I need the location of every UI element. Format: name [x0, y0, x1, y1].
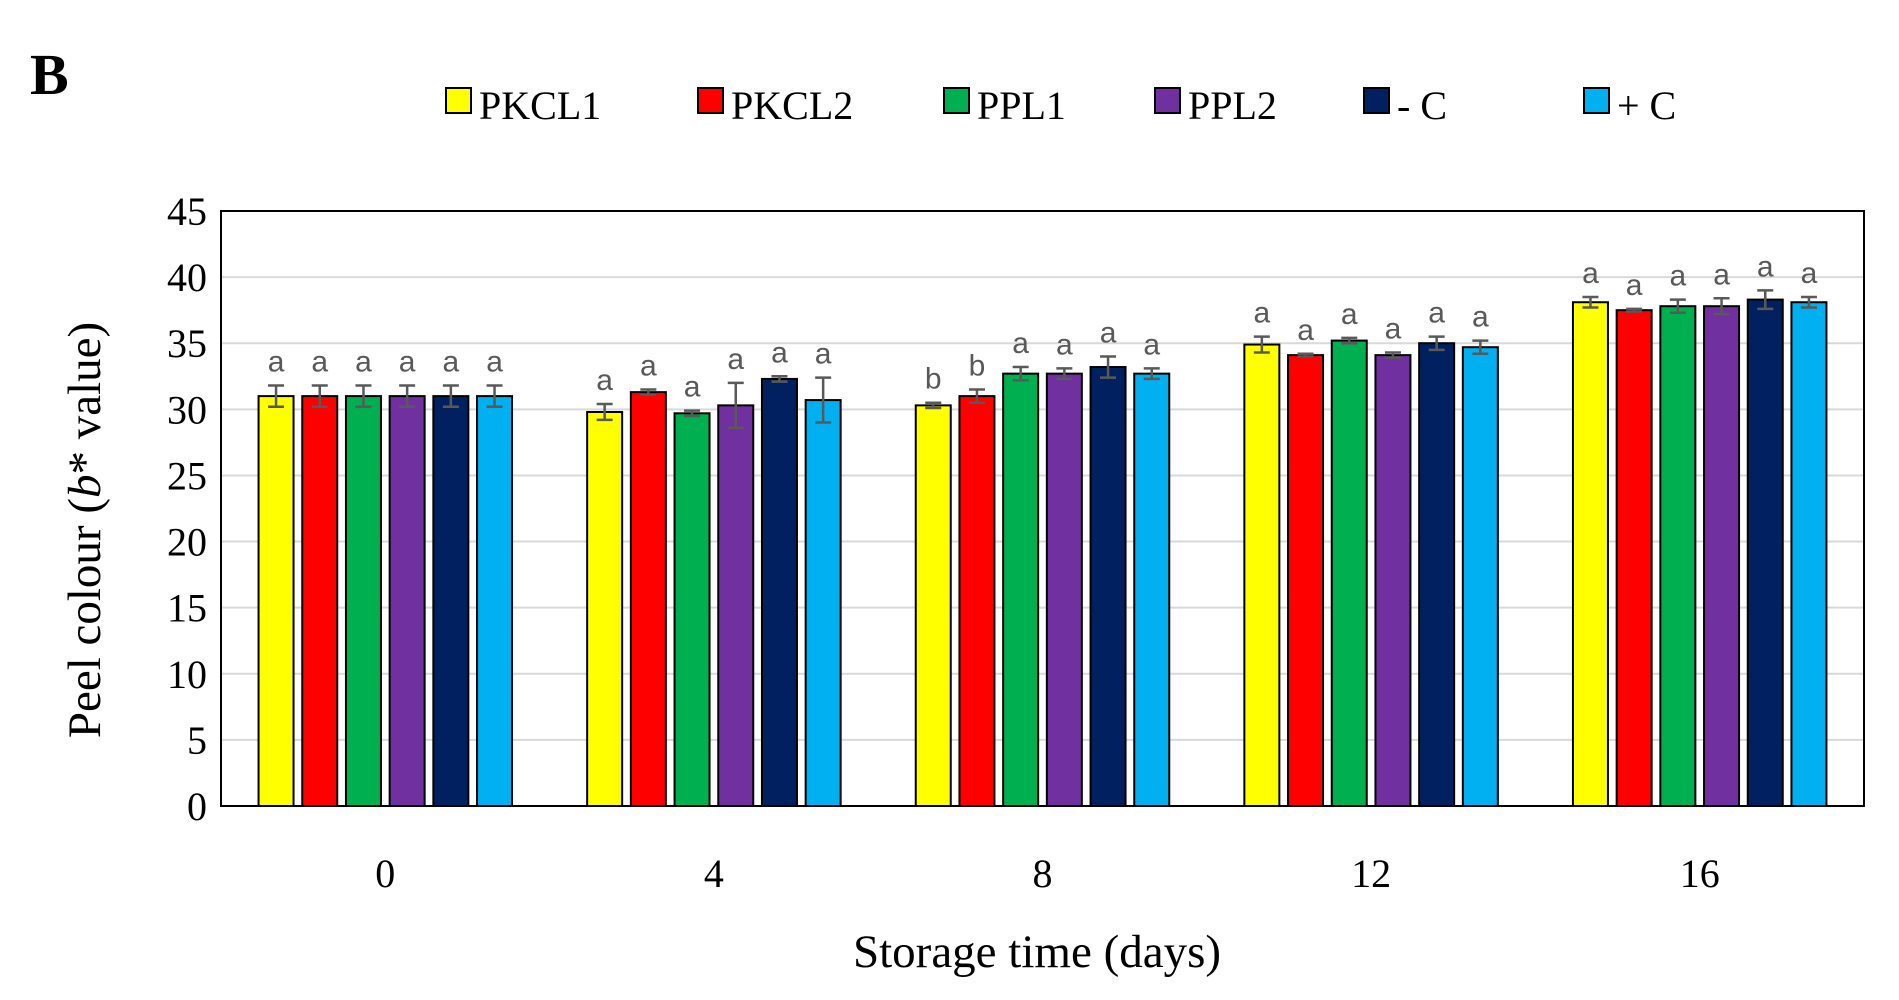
bar — [1045, 372, 1083, 807]
y-tick-label: 20 — [167, 520, 207, 565]
bar — [1002, 372, 1040, 807]
bar — [673, 412, 711, 807]
bar — [1330, 339, 1368, 807]
x-tick-label: 0 — [375, 851, 395, 896]
bar — [958, 395, 996, 807]
bar — [1615, 309, 1653, 807]
x-tick-label: 12 — [1351, 851, 1391, 896]
bar — [1418, 342, 1456, 807]
legend-label: + C — [1617, 83, 1676, 128]
significance-letter: a — [1428, 297, 1445, 330]
significance-letter: a — [1297, 314, 1314, 347]
legend-swatch — [943, 87, 970, 114]
legend-label: PKCL1 — [479, 83, 601, 128]
panel-label: B — [30, 42, 69, 107]
bar — [760, 377, 798, 807]
legend-swatch — [1583, 87, 1610, 114]
y-tick-label: 40 — [167, 255, 207, 300]
legend-label: PKCL2 — [731, 83, 853, 128]
significance-letter: a — [1713, 258, 1730, 291]
y-tick-label: 5 — [187, 718, 207, 763]
significance-letter: a — [443, 346, 460, 379]
y-axis-ticks: 0 5 10 15 20 25 30 35 40 45 — [167, 189, 207, 829]
bar — [914, 404, 952, 807]
significance-letter: a — [640, 350, 657, 383]
significance-letter: a — [771, 336, 788, 369]
y-tick-label: 35 — [167, 321, 207, 366]
significance-letter: b — [925, 363, 942, 396]
significance-letter: a — [1472, 301, 1489, 334]
x-tick-label: 8 — [1033, 851, 1053, 896]
significance-letter: a — [399, 346, 416, 379]
significance-letter: a — [684, 371, 701, 404]
significance-letter: a — [268, 346, 285, 379]
y-axis-title-pre: Peel colour ( — [59, 498, 111, 738]
bars: a a a a a aa aaa a ab ba a a aaa a a a aa a a a a a — [257, 250, 1828, 807]
plot-frame — [220, 210, 1865, 807]
x-tick-label: 16 — [1680, 851, 1720, 896]
x-axis-ticks: 0 4 8 12 16 — [375, 851, 1719, 896]
bar — [388, 395, 426, 807]
bar — [1659, 305, 1697, 807]
y-axis-title: Peel colour (b* value) — [59, 322, 111, 738]
bar — [629, 391, 667, 807]
bar — [301, 395, 339, 807]
significance-letter: a — [1626, 269, 1643, 302]
legend-swatch — [697, 87, 724, 114]
y-tick-label: 45 — [167, 189, 207, 234]
bar — [344, 395, 382, 807]
legend-swatch — [1363, 87, 1390, 114]
y-axis-title-italic: b — [59, 475, 111, 499]
significance-letter: a — [1012, 327, 1029, 360]
legend-label: - C — [1397, 83, 1447, 128]
bar — [1571, 301, 1609, 807]
significance-letter: a — [1100, 316, 1117, 349]
bar — [1089, 366, 1127, 807]
bar — [1790, 301, 1828, 807]
bar — [1703, 305, 1741, 807]
significance-letter: a — [355, 346, 372, 379]
bar — [1133, 372, 1171, 807]
significance-letter: a — [596, 364, 613, 397]
significance-letter: a — [1385, 312, 1402, 345]
significance-letter: a — [1582, 257, 1599, 290]
bar — [1461, 346, 1499, 807]
bar — [586, 410, 624, 807]
bar — [1374, 354, 1412, 807]
legend: PKCL1 PKCL2 PPL1 PPL2 - C + C — [445, 83, 1676, 128]
legend-label: PPL2 — [1188, 83, 1277, 128]
y-tick-label: 0 — [187, 784, 207, 829]
legend-swatch — [1154, 87, 1181, 114]
y-tick-label: 30 — [167, 387, 207, 432]
significance-letter: a — [486, 346, 503, 379]
x-axis-title: Storage time (days) — [853, 926, 1221, 978]
bar — [1287, 354, 1325, 807]
bar — [717, 404, 755, 807]
y-tick-label: 25 — [167, 453, 207, 498]
significance-letter: a — [1670, 260, 1687, 293]
legend-swatch — [445, 87, 472, 114]
legend-label: PPL1 — [977, 83, 1066, 128]
x-tick-label: 4 — [704, 851, 724, 896]
significance-letter: b — [969, 350, 986, 383]
significance-letter: a — [727, 343, 744, 376]
significance-letter: a — [1757, 250, 1774, 283]
y-tick-label: 15 — [167, 586, 207, 631]
significance-letter: a — [311, 346, 328, 379]
bar — [476, 395, 514, 807]
significance-letter: a — [1056, 328, 1073, 361]
bar — [1746, 298, 1784, 807]
y-tick-label: 10 — [167, 652, 207, 697]
significance-letter: a — [1143, 328, 1160, 361]
significance-letter: a — [1801, 257, 1818, 290]
significance-letter: a — [1341, 298, 1358, 331]
significance-letter: a — [1254, 297, 1271, 330]
bar — [804, 399, 842, 807]
bar — [432, 395, 470, 807]
bar — [1243, 343, 1281, 807]
bar — [257, 395, 295, 807]
y-axis-title-post: * value) — [59, 322, 111, 475]
significance-letter: a — [815, 338, 832, 371]
